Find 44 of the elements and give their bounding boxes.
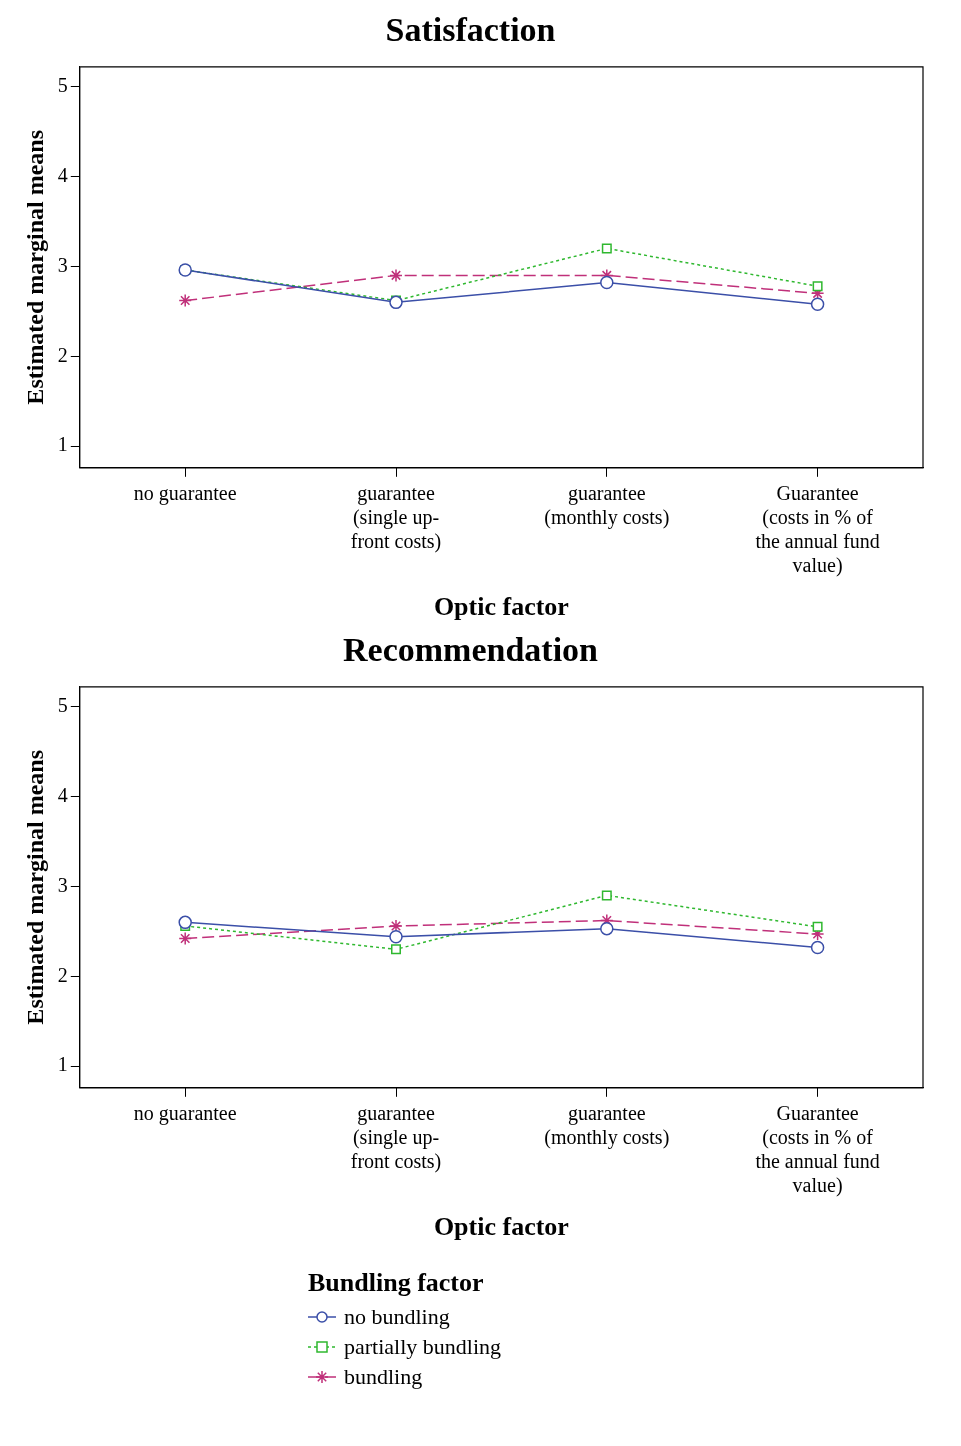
x-axis-title: Optic factor bbox=[433, 592, 569, 622]
point bbox=[601, 243, 612, 254]
x-tick-label: guarantee (monthly costs) bbox=[544, 1102, 670, 1150]
point bbox=[389, 268, 403, 283]
y-axis-title: Estimated marginal means bbox=[21, 749, 48, 1025]
point bbox=[810, 297, 825, 311]
legend-title: Bundling factor bbox=[308, 1268, 485, 1298]
y-tick-label: 1 bbox=[57, 1053, 68, 1076]
y-tick-label: 4 bbox=[57, 163, 68, 186]
point bbox=[178, 293, 192, 308]
y-tick-label: 3 bbox=[57, 873, 68, 896]
x-tick-label: no guarantee bbox=[133, 1102, 237, 1126]
point bbox=[178, 931, 192, 946]
legend-label: no bundling bbox=[344, 1303, 450, 1331]
y-tick-label: 5 bbox=[57, 693, 68, 716]
y-tick-label: 2 bbox=[57, 343, 68, 366]
point bbox=[600, 921, 614, 936]
x-axis-title: Optic factor bbox=[433, 1212, 569, 1242]
legend-label: partially bundling bbox=[344, 1333, 502, 1361]
chart-title: Recommendation bbox=[343, 631, 599, 669]
x-tick-label: Guarantee (costs in % of the annual fund value) bbox=[755, 482, 880, 578]
legend-label: bundling bbox=[344, 1363, 423, 1391]
x-tick-label: no guarantee bbox=[133, 482, 237, 506]
x-tick-label: guarantee (single up-front costs) bbox=[350, 1102, 442, 1174]
x-tick-label: guarantee (single up-front costs) bbox=[350, 482, 442, 554]
point bbox=[810, 940, 825, 955]
point bbox=[600, 275, 614, 290]
point bbox=[391, 944, 401, 955]
point bbox=[812, 921, 823, 932]
x-tick-label: Guarantee (costs in % of the annual fund value) bbox=[755, 1102, 880, 1198]
point bbox=[178, 915, 192, 930]
x-tick-label: guarantee (monthly costs) bbox=[544, 482, 670, 530]
point bbox=[389, 930, 403, 944]
y-tick-label: 4 bbox=[57, 783, 68, 806]
y-tick-label: 2 bbox=[57, 963, 68, 986]
point bbox=[812, 281, 823, 292]
chart-title: Satisfaction bbox=[385, 11, 556, 49]
y-tick-label: 1 bbox=[57, 433, 68, 456]
y-axis-title: Estimated marginal means bbox=[21, 129, 48, 405]
point bbox=[389, 295, 403, 310]
point bbox=[601, 890, 612, 901]
y-tick-label: 3 bbox=[57, 253, 68, 276]
point bbox=[389, 919, 403, 933]
y-tick-label: 5 bbox=[57, 73, 68, 96]
